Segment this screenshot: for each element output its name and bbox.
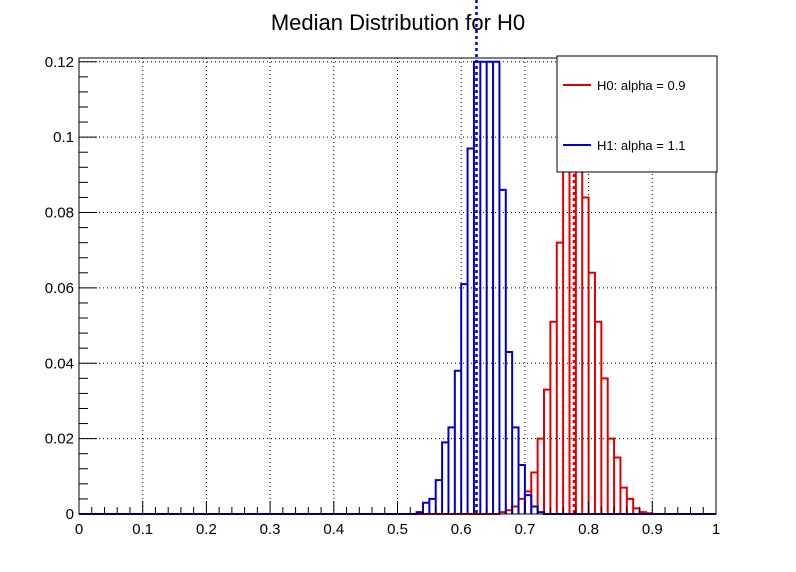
x-tick-label: 0.1 (132, 521, 153, 538)
y-tick-label: 0.08 (45, 205, 74, 222)
legend-box (556, 55, 718, 173)
y-tick-label: 0.12 (45, 54, 74, 71)
legend: H0: alpha = 0.9 H1: alpha = 1.1 (556, 55, 718, 173)
y-tick-label: 0.02 (45, 431, 74, 448)
x-tick-label: 0.3 (260, 521, 281, 538)
x-tick-label: 0.8 (578, 521, 599, 538)
legend-label-0: H0: alpha = 0.9 (597, 78, 686, 93)
y-tick-label: 0.04 (45, 355, 74, 372)
x-tick-label: 1 (712, 521, 720, 538)
y-tick-label: 0.1 (53, 129, 74, 146)
x-tick-label: 0.6 (451, 521, 472, 538)
x-tick-label: 0.5 (387, 521, 408, 538)
x-tick-label: 0.2 (196, 521, 217, 538)
x-tick-label: 0.4 (323, 521, 344, 538)
chart-title: Median Distribution for H0 (271, 10, 525, 35)
x-tick-label: 0.7 (514, 521, 535, 538)
x-tick-label: 0 (75, 521, 83, 538)
axes: 0 0.1 0.2 0.3 0.4 0.5 0.6 0.7 0.8 0.9 1 0 0.02 0.04 0.… (45, 54, 720, 538)
y-tick-label: 0.06 (45, 280, 74, 297)
legend-label-1: H1: alpha = 1.1 (597, 138, 686, 153)
y-tick-label: 0 (66, 506, 74, 523)
x-tick-label: 0.9 (642, 521, 663, 538)
